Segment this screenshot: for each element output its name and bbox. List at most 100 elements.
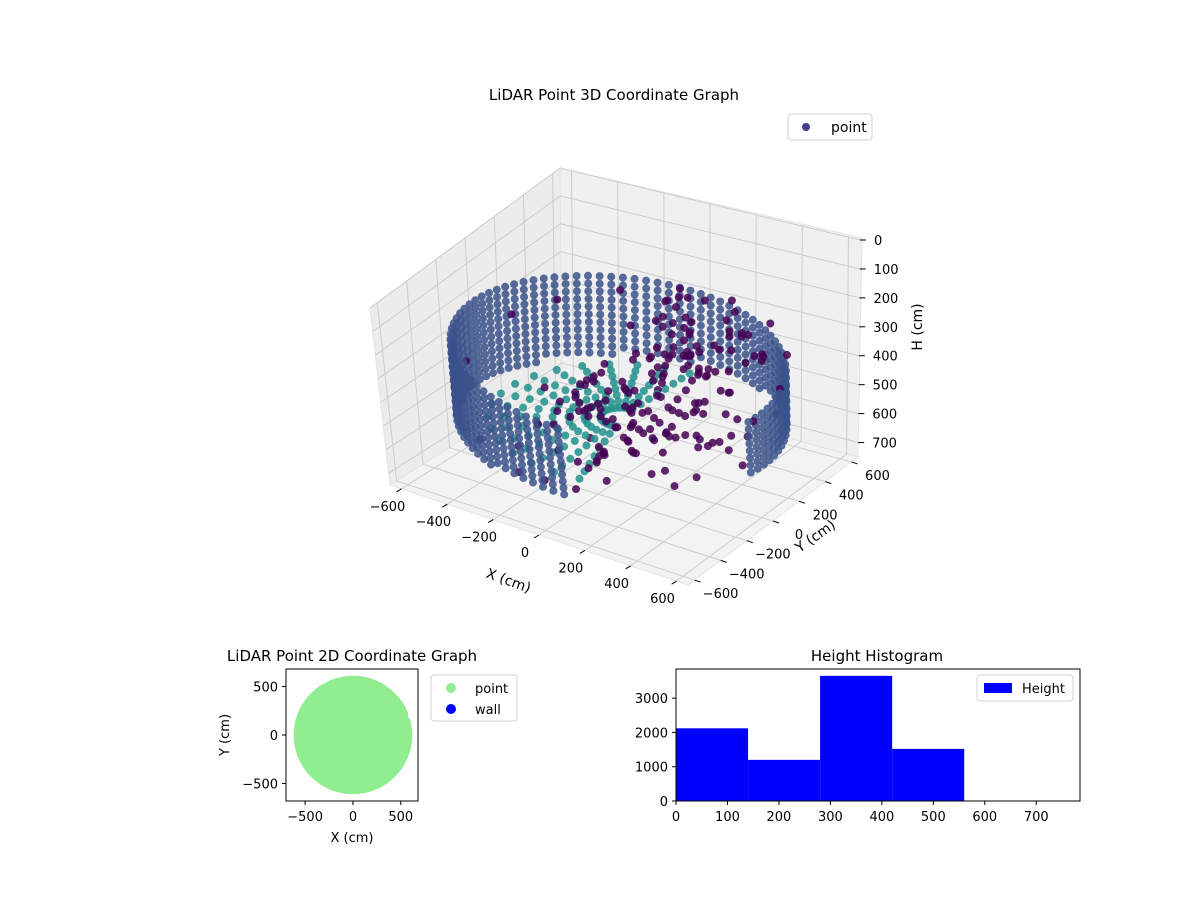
data-point-3d	[550, 280, 559, 289]
data-point-3d	[471, 303, 480, 312]
data-point-3d	[526, 452, 535, 461]
data-point-3d	[631, 337, 640, 346]
y-tick-label-3d: −200	[755, 548, 791, 563]
data-point-3d	[630, 274, 639, 283]
y-axis-label-2d: Y (cm)	[218, 714, 233, 757]
data-point-3d	[688, 376, 696, 385]
data-point-3d	[614, 397, 623, 406]
data-point-3d	[540, 397, 549, 406]
data-point-3d	[633, 361, 642, 370]
grid-line-x	[630, 226, 803, 567]
plot-histogram: Height Histogram 0 100 200 300 400 500 600 7000…	[635, 647, 1081, 825]
data-point-3d	[626, 321, 635, 330]
data-point-3d	[521, 322, 530, 331]
data-point-3d	[703, 442, 712, 450]
data-point-3d	[638, 408, 647, 417]
data-point-3d	[516, 447, 525, 456]
data-point-3d	[501, 464, 510, 473]
data-point-3d	[542, 349, 550, 358]
data-point-3d	[482, 372, 491, 381]
data-point-3d	[488, 354, 497, 363]
data-point-3d	[681, 313, 690, 322]
legend-2d-point-label: point	[475, 682, 508, 697]
data-point-3d	[584, 287, 593, 296]
data-point-3d	[607, 311, 616, 320]
data-point-3d	[480, 394, 489, 402]
x-tick-label-histogram: 500	[921, 810, 946, 825]
data-point-3d	[771, 337, 780, 346]
data-point-3d	[741, 310, 750, 319]
data-point-3d	[531, 343, 540, 352]
data-point-3d	[706, 309, 715, 318]
data-point-3d	[507, 310, 516, 319]
data-point-3d	[561, 272, 570, 281]
data-point-3d	[607, 295, 616, 304]
data-point-3d	[581, 431, 590, 440]
data-point-3d	[504, 356, 513, 365]
data-point-3d	[763, 412, 772, 420]
y-tick-label-histogram: 2000	[635, 726, 668, 741]
data-point-3d	[502, 319, 511, 328]
data-point-3d	[545, 447, 554, 456]
data-point-3d	[753, 464, 762, 473]
data-point-3d	[518, 467, 527, 476]
legend-3d: point	[787, 113, 873, 141]
data-point-3d	[715, 438, 724, 446]
data-point-3d	[493, 293, 502, 301]
data-point-3d	[653, 391, 662, 400]
data-point-3d	[575, 474, 584, 483]
data-point-3d	[484, 433, 493, 442]
data-point-3d	[548, 480, 557, 489]
data-point-3d	[733, 369, 742, 378]
legend-3d-point-label: point	[831, 120, 867, 136]
data-point-3d	[764, 441, 773, 450]
data-point-3d	[783, 350, 791, 359]
data-point-3d	[534, 436, 543, 445]
data-point-3d	[453, 358, 462, 367]
legend-histogram-frame	[976, 674, 1074, 702]
data-point-3d	[531, 328, 540, 337]
data-point-3d	[685, 328, 694, 337]
data-point-3d	[534, 405, 543, 413]
data-point-3d	[642, 300, 651, 309]
data-point-3d	[511, 392, 520, 401]
data-point-3d	[511, 302, 519, 311]
data-point-3d	[522, 359, 531, 368]
data-point-3d	[478, 306, 487, 315]
x-tick-label-3d: 400	[604, 577, 629, 592]
histogram-bar	[748, 759, 821, 801]
data-point-3d	[716, 329, 725, 338]
data-point-3d	[480, 455, 489, 464]
data-point-3d	[513, 354, 522, 363]
data-point-3d	[608, 342, 617, 351]
data-point-3d	[522, 419, 531, 428]
data-point-3d	[653, 333, 662, 342]
data-point-3d	[653, 294, 662, 303]
data-point-3d	[530, 298, 539, 307]
data-point-3d	[535, 449, 544, 458]
y-tick-label-3d: −400	[729, 567, 765, 582]
data-point-3d	[547, 467, 556, 475]
x-axis-label-3d: X (cm)	[484, 566, 533, 597]
data-point-3d	[676, 284, 684, 293]
data-point-3d	[486, 453, 495, 462]
disc-gap-2d	[396, 676, 406, 685]
data-point-3d	[552, 341, 561, 350]
data-point-3d	[630, 386, 639, 395]
y-tick-label-3d: 400	[839, 489, 864, 504]
data-point-3d	[652, 343, 661, 352]
legend-histogram-label: Height	[1022, 682, 1065, 697]
data-point-3d	[692, 473, 701, 482]
data-point-3d	[733, 314, 742, 323]
data-point-3d	[738, 461, 747, 470]
y-tick-label-2d: 0	[270, 729, 278, 744]
grid-line-x	[676, 237, 849, 582]
data-point-3d	[741, 342, 750, 351]
data-point-3d	[658, 322, 667, 331]
data-point-3d	[745, 439, 754, 448]
data-point-3d	[490, 426, 499, 434]
data-point-3d	[750, 352, 759, 361]
data-point-3d	[658, 378, 666, 387]
data-point-3d	[519, 285, 528, 294]
data-point-3d	[781, 366, 790, 375]
